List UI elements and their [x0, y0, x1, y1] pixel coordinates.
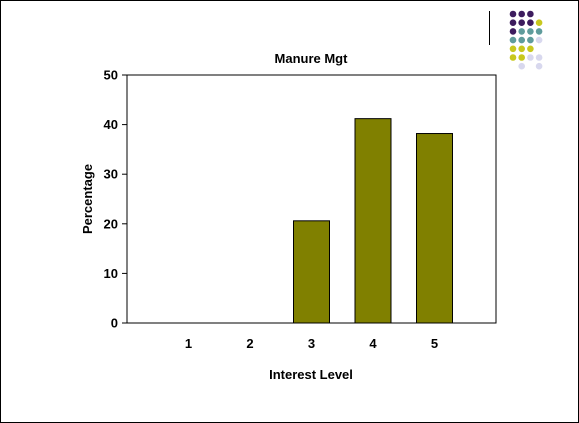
y-tick-label: 0	[111, 316, 118, 331]
y-ticks: 0 10 20 30 40 50	[104, 68, 127, 331]
logo-dot	[518, 45, 525, 53]
logo-dot	[527, 10, 534, 18]
logo-dot	[509, 10, 517, 18]
y-axis-label: Percentage	[80, 164, 95, 234]
logo-dot	[535, 36, 543, 44]
logo-dot	[509, 19, 517, 27]
logo-dot	[527, 54, 534, 61]
x-tick-label: 5	[431, 336, 438, 351]
y-tick-label: 40	[104, 117, 118, 132]
y-tick-label: 10	[104, 266, 118, 281]
x-ticks: 1 2 3 4 5	[185, 336, 438, 351]
x-axis-label: Interest Level	[269, 367, 353, 382]
bar-4	[354, 118, 392, 324]
logo-dot	[535, 62, 543, 70]
logo-dot	[509, 54, 517, 61]
logo-dot	[518, 28, 525, 35]
logo-dot	[518, 54, 525, 61]
bar-3	[293, 220, 330, 324]
logo-dot	[518, 62, 525, 70]
chart-title: Manure Mgt	[275, 51, 349, 66]
logo-dot	[518, 36, 525, 44]
logo-dot	[527, 28, 534, 35]
dot-grid-logo	[509, 10, 543, 70]
logo-dot	[518, 19, 525, 27]
logo-dot	[535, 28, 543, 35]
logo-dot	[527, 36, 534, 44]
x-tick-label: 4	[369, 336, 377, 351]
y-tick-label: 50	[104, 68, 118, 83]
x-tick-label: 1	[185, 336, 192, 351]
logo-dot	[527, 19, 534, 27]
x-tick-label: 2	[246, 336, 253, 351]
bar-5	[416, 133, 453, 324]
divider-line	[489, 11, 490, 45]
x-tick-label: 3	[308, 336, 315, 351]
logo-dot	[509, 36, 517, 44]
logo-dot	[535, 54, 543, 61]
y-tick-label: 20	[104, 216, 118, 231]
logo-dot	[509, 28, 517, 35]
bars	[293, 118, 453, 324]
logo-dot	[509, 45, 517, 53]
logo-dot	[535, 19, 543, 27]
logo-dot	[518, 10, 525, 18]
logo-dot	[527, 45, 534, 53]
y-tick-label: 30	[104, 167, 118, 182]
